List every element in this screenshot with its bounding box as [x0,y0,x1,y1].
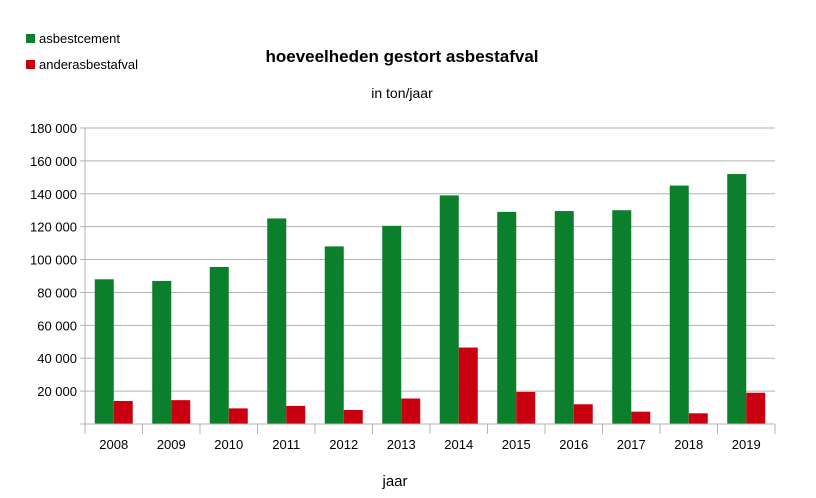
bar-anderasbestafval-2009 [171,400,191,424]
x-tick-label: 2015 [502,437,531,452]
y-axis: 20 000 40 000 60 000 80 000 100 000 120 000 14… [30,121,86,425]
y-tick-label: 80 000 [37,285,77,300]
x-axis: 2008 2009 2010 2011 2012 2013 2014 2015 2016 2017… [84,423,776,452]
bar-anderasbestafval-2008 [113,400,133,424]
bar-asbestcement-2013 [382,225,402,424]
bar-anderasbestafval-2014 [458,347,478,424]
legend-swatch-anderasbestafval [26,60,35,69]
bar-anderasbestafval-2012 [343,410,363,424]
x-tick-label: 2019 [732,437,761,452]
y-tick-label: 60 000 [37,318,77,333]
x-tick-label: 2017 [617,437,646,452]
x-tick-label: 2018 [674,437,703,452]
y-tick-label: 160 000 [30,154,77,169]
y-tick-label: 100 000 [30,253,77,268]
bar-anderasbestafval-2011 [286,405,306,424]
x-tick-label: 2014 [444,437,473,452]
x-tick-label: 2009 [157,437,186,452]
x-tick-label: 2016 [559,437,588,452]
x-tick-label: 2011 [272,437,300,452]
bar-asbestcement-2019 [727,174,747,424]
legend-label-asbestcement: asbestcement [39,31,120,46]
bar-asbestcement-2009 [152,280,172,424]
y-tick-label: 40 000 [37,351,77,366]
bar-anderasbestafval-2010 [228,408,248,424]
bar-asbestcement-2017 [612,210,632,424]
x-tick-label: 2013 [387,437,416,452]
y-tick-label: 140 000 [30,187,77,202]
bar-asbestcement-2014 [439,195,459,424]
bar-anderasbestafval-2019 [746,392,766,424]
bar-asbestcement-2018 [669,185,689,424]
bar-anderasbestafval-2013 [401,398,421,424]
chart-subtitle: in ton/jaar [371,85,433,101]
bar-asbestcement-2016 [554,211,574,424]
bar-anderasbestafval-2017 [631,411,651,424]
x-tick-label: 2010 [214,437,243,452]
legend: asbestcement anderasbestafval [26,31,138,72]
x-tick-label: 2008 [99,437,128,452]
bar-asbestcement-2012 [324,246,344,424]
bars [94,174,766,424]
y-tick-label: 120 000 [30,220,77,235]
gridlines [85,127,775,392]
legend-label-anderasbestafval: anderasbestafval [39,57,138,72]
bar-anderasbestafval-2015 [516,391,536,424]
bar-anderasbestafval-2018 [688,413,708,424]
x-axis-label: jaar [381,473,407,490]
bar-anderasbestafval-2016 [573,404,593,424]
x-tick-label: 2012 [329,437,358,452]
chart-title: hoeveelheden gestort asbestafval [265,47,538,66]
y-tick-label: 20 000 [37,384,77,399]
bar-asbestcement-2015 [497,211,517,424]
legend-swatch-asbestcement [26,34,35,43]
y-tick-label: 180 000 [30,121,77,136]
bar-asbestcement-2010 [209,266,229,424]
bar-asbestcement-2008 [94,279,114,424]
bar-asbestcement-2011 [267,218,287,424]
